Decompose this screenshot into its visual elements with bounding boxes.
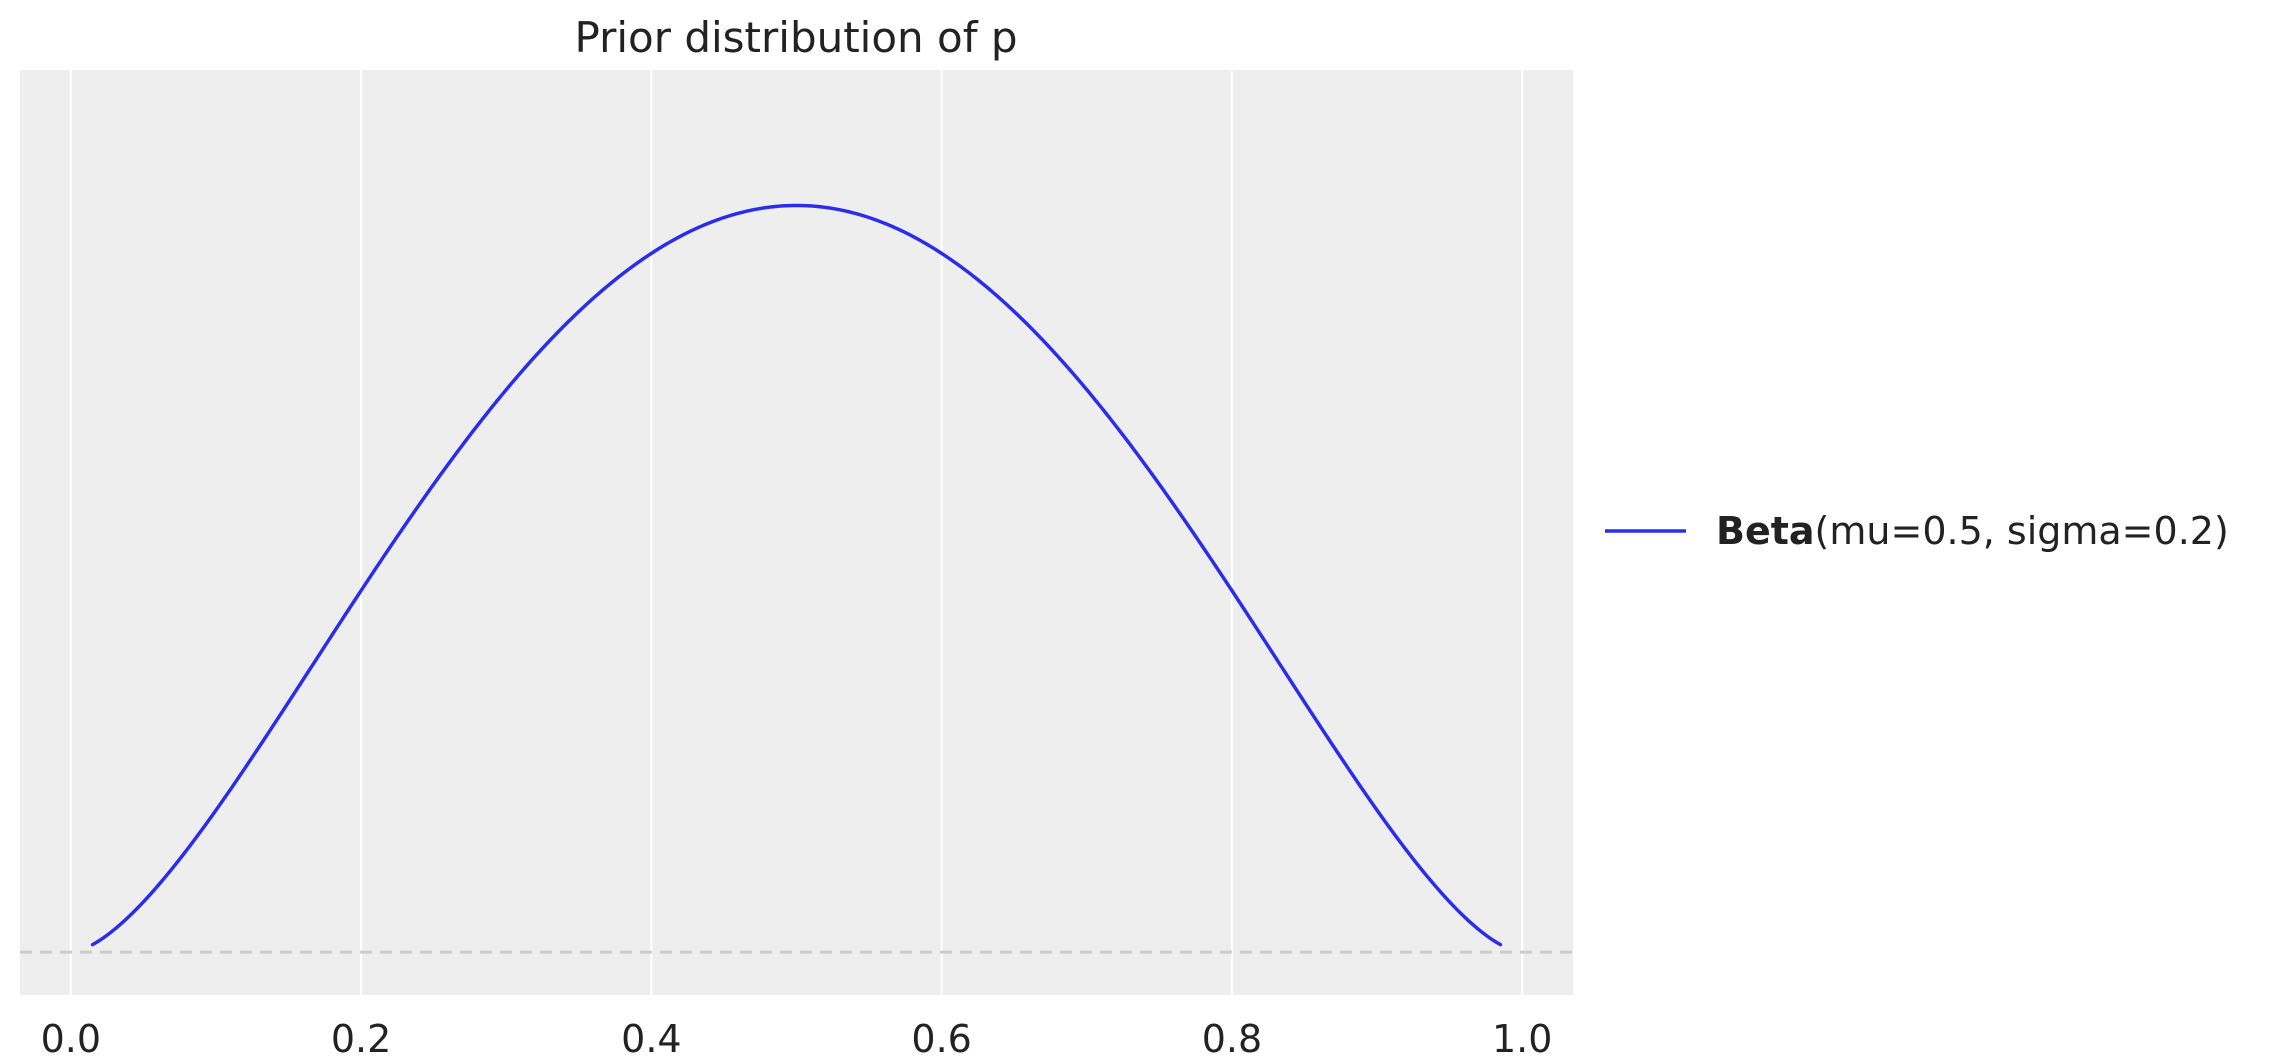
- x-tick-label: 0.2: [331, 1017, 391, 1061]
- chart-title: Prior distribution of p: [574, 13, 1017, 62]
- legend: Beta(mu=0.5, sigma=0.2): [1605, 509, 2229, 553]
- x-tick-label: 0.0: [41, 1017, 101, 1061]
- x-tick-label: 0.4: [621, 1017, 681, 1061]
- x-axis-ticks: 0.0 0.2 0.4 0.6 0.8 1.0: [41, 1017, 1553, 1061]
- legend-label: Beta(mu=0.5, sigma=0.2): [1716, 509, 2229, 553]
- legend-label-params: (mu=0.5, sigma=0.2): [1815, 509, 2229, 553]
- x-tick-label: 0.6: [911, 1017, 971, 1061]
- legend-label-distribution: Beta: [1716, 509, 1815, 553]
- grid-lines: [69, 70, 1524, 995]
- series-line-beta: [90, 203, 1503, 947]
- x-tick-label: 1.0: [1492, 1017, 1552, 1061]
- x-tick-label: 0.8: [1202, 1017, 1262, 1061]
- plot-area: [20, 70, 1573, 995]
